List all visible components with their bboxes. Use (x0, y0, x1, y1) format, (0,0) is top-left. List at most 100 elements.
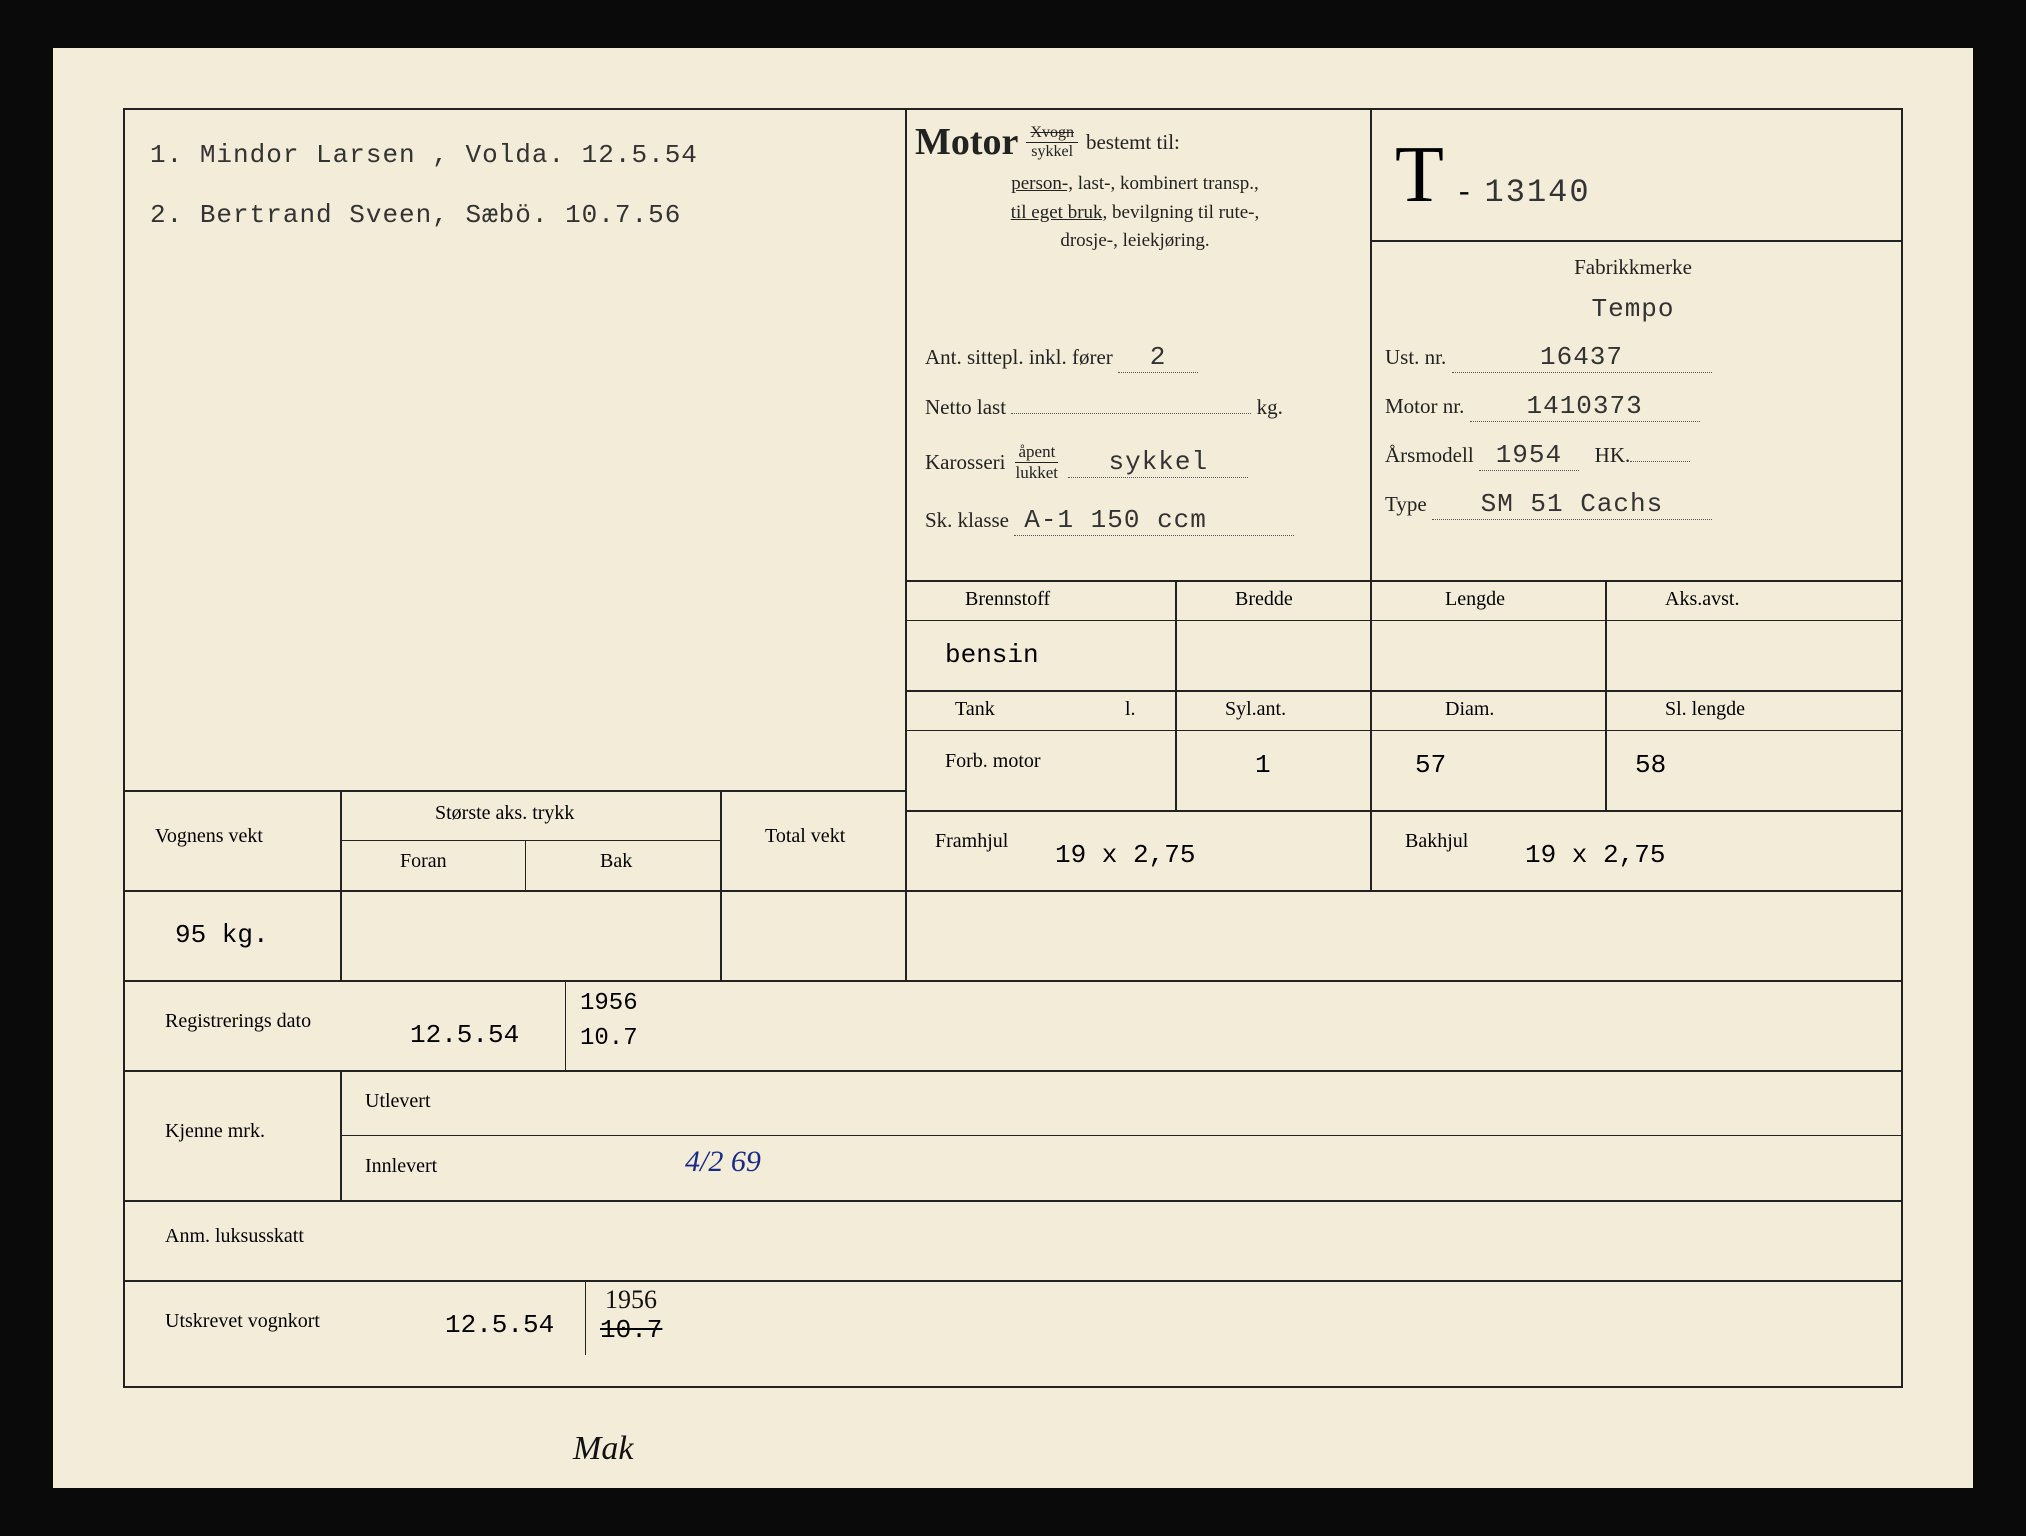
divider (905, 730, 1901, 731)
divider (1370, 580, 1372, 890)
divider (340, 840, 720, 841)
divider (340, 1070, 342, 1200)
tank-label: Tank (955, 698, 995, 721)
syl-value: 1 (1255, 750, 1271, 780)
owner-num: 2. (150, 200, 183, 230)
kaross-open: åpent (1015, 442, 1058, 463)
owner-line-2: 2. Bertrand Sveen, Sæbö. 10.7.56 (150, 200, 901, 230)
type-value: SM 51 Cachs (1432, 489, 1712, 520)
usage-rest2: bevilgning til rute-, (1107, 202, 1259, 223)
specs-block: Ant. sittepl. inkl. fører 2 Netto last k… (925, 320, 1365, 558)
total-label: Total vekt (765, 825, 845, 848)
fabrikk-brand: Tempo (1385, 294, 1881, 324)
hk-label: HK. (1595, 443, 1631, 467)
divider (565, 980, 566, 1070)
utskrevet-label: Utskrevet vognkort (165, 1310, 320, 1333)
divider (905, 690, 1901, 692)
netto-value (1011, 413, 1251, 414)
bakhjul-label: Bakhjul (1405, 830, 1468, 853)
bestemt-label: bestemt til: (1086, 130, 1180, 155)
kaross-value: sykkel (1068, 447, 1248, 478)
vogn-struck: Xvogn (1026, 124, 1078, 143)
diam-label: Diam. (1445, 698, 1494, 721)
sl-label: Sl. lengde (1665, 698, 1745, 721)
plate-dash: - (1459, 172, 1470, 208)
ust-label: Ust. nr. (1385, 345, 1446, 369)
bakhjul-value: 19 x 2,75 (1525, 840, 1665, 870)
seats-value: 2 (1118, 342, 1198, 373)
utskrevet-1: 12.5.54 (445, 1310, 554, 1340)
plate-number: 13140 (1485, 174, 1591, 211)
innlevert-label: Innlevert (365, 1155, 437, 1178)
signature: Mak (573, 1430, 633, 1468)
type-label: Type (1385, 492, 1427, 516)
framhjul-value: 19 x 2,75 (1055, 840, 1195, 870)
bredde-label: Bredde (1235, 588, 1293, 611)
usage-rest1: last-, kombinert transp., (1073, 173, 1259, 194)
divider (525, 840, 526, 890)
owner-line-1: 1. Mindor Larsen , Volda. 12.5.54 (150, 140, 901, 170)
divider (340, 790, 342, 980)
brennstoff-value: bensin (945, 640, 1039, 670)
usage-line3: drosje-, leiekjøring. (1060, 230, 1209, 251)
owners-block: 1. Mindor Larsen , Volda. 12.5.54 2. Ber… (150, 130, 901, 770)
fabrikk-block: Fabrikkmerke Tempo Ust. nr. 16437 Motor … (1385, 255, 1881, 538)
hk-value (1630, 461, 1690, 462)
diam-value: 57 (1415, 750, 1446, 780)
plate-prefix: T (1395, 131, 1444, 219)
klasse-value: A-1 150 ccm (1014, 505, 1294, 536)
divider (125, 1200, 1901, 1202)
vognvekt-label: Vognens vekt (155, 825, 263, 848)
divider (125, 890, 1901, 892)
registration-plate: T - 13140 (1395, 130, 1871, 221)
year-label: Årsmodell (1385, 443, 1474, 467)
utskrevet-2b: 10.7 (600, 1315, 662, 1345)
divider (585, 1280, 586, 1355)
regdato-1: 12.5.54 (410, 1020, 519, 1050)
sykkel-label: sykkel (1026, 143, 1078, 161)
lengde-label: Lengde (1445, 588, 1505, 611)
owner-text: Mindor Larsen , Volda. 12.5.54 (200, 140, 698, 170)
klasse-label: Sk. klasse (925, 508, 1009, 532)
netto-label: Netto last (925, 395, 1006, 419)
forb-label: Forb. motor (945, 750, 1041, 773)
divider (1175, 580, 1177, 810)
netto-unit: kg. (1257, 395, 1283, 419)
divider (125, 790, 905, 792)
innlevert-value: 4/2 69 (685, 1145, 761, 1179)
anm-label: Anm. luksusskatt (165, 1225, 304, 1248)
scan-page: 1. Mindor Larsen , Volda. 12.5.54 2. Ber… (53, 48, 1973, 1488)
regdato-label: Registrerings dato (165, 1010, 311, 1033)
seats-label: Ant. sittepl. inkl. fører (925, 345, 1113, 369)
storste-label: Største aks. trykk (435, 802, 574, 825)
vognvekt-value: 95 kg. (175, 920, 269, 950)
bakw-label: Bak (600, 850, 632, 873)
owner-num: 1. (150, 140, 183, 170)
registration-card: 1. Mindor Larsen , Volda. 12.5.54 2. Ber… (123, 108, 1903, 1388)
framhjul-label: Framhjul (935, 830, 1008, 853)
divider (905, 620, 1901, 621)
motornr-value: 1410373 (1470, 391, 1700, 422)
divider (125, 1280, 1901, 1282)
brennstoff-label: Brennstoff (965, 588, 1050, 611)
aks-label: Aks.avst. (1665, 588, 1739, 611)
divider (905, 580, 1901, 582)
utskrevet-2a: 1956 (605, 1285, 657, 1315)
regdato-2b: 10.7 (580, 1025, 638, 1052)
divider (1605, 580, 1607, 810)
motor-title: Motor (915, 120, 1018, 164)
syl-label: Syl.ant. (1225, 698, 1286, 721)
divider (125, 980, 1901, 982)
kaross-closed: lukket (1015, 463, 1058, 483)
divider (340, 1135, 1901, 1136)
divider (720, 790, 722, 980)
divider (905, 580, 907, 980)
utlevert-label: Utlevert (365, 1090, 431, 1113)
regdato-2a: 1956 (580, 990, 638, 1017)
foran-label: Foran (400, 850, 447, 873)
motornr-label: Motor nr. (1385, 394, 1464, 418)
tank-unit: l. (1125, 698, 1136, 721)
divider (1370, 240, 1901, 242)
fabrikk-title: Fabrikkmerke (1385, 255, 1881, 280)
usage-person: person-, (1011, 173, 1073, 194)
